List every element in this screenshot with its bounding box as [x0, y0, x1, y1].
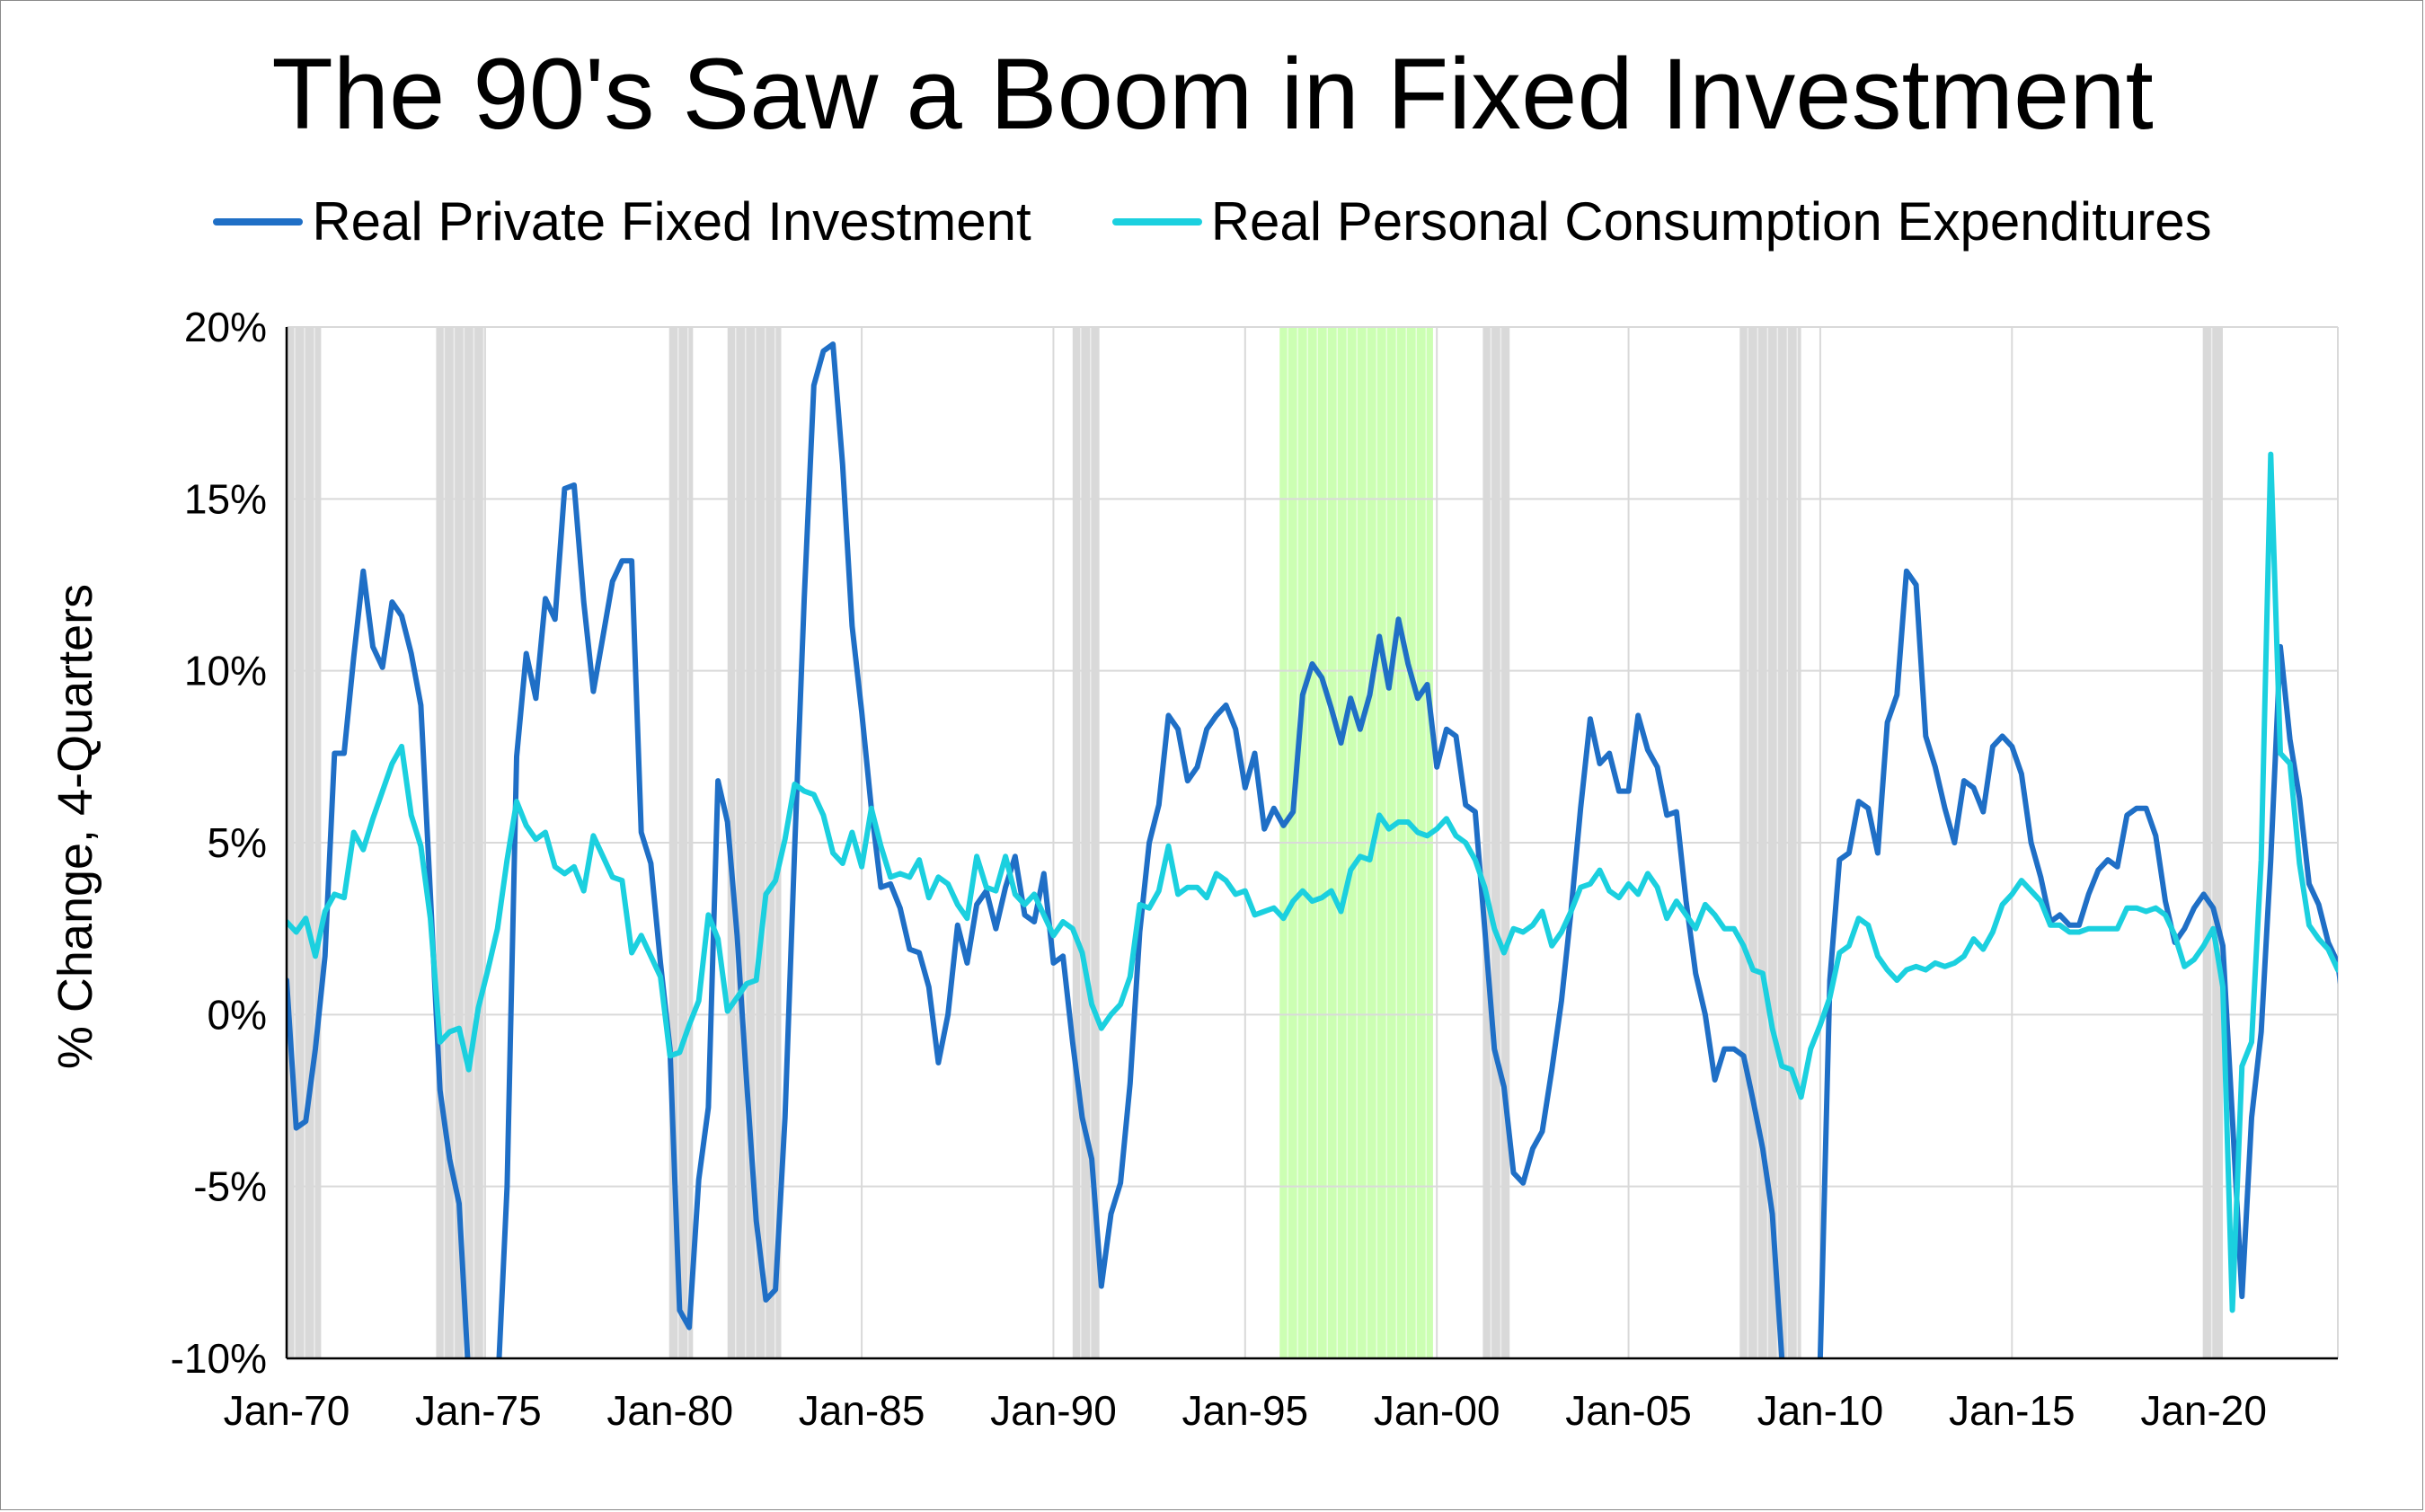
legend-label-consumption: Real Personal Consumption Expenditures — [1210, 191, 2212, 252]
y-tick-label: 15% — [184, 475, 267, 522]
legend-item-consumption: Real Personal Consumption Expenditures — [1111, 190, 2212, 252]
x-tick-label: Jan-00 — [1374, 1387, 1500, 1434]
x-tick-label: Jan-70 — [224, 1387, 350, 1434]
x-tick-label: Jan-10 — [1757, 1387, 1884, 1434]
y-tick-label: 5% — [208, 819, 267, 866]
x-tick-label: Jan-95 — [1182, 1387, 1308, 1434]
y-axis-title: % Change, 4-Quarters — [49, 584, 102, 1069]
legend-item-investment: Real Private Fixed Investment — [213, 190, 1031, 252]
x-tick-label: Jan-80 — [606, 1387, 733, 1434]
series-line-consumption — [287, 451, 2338, 1313]
series-lines — [287, 341, 2338, 1358]
x-tick-label: Jan-90 — [990, 1387, 1117, 1434]
legend-swatch-investment — [213, 217, 304, 225]
y-tick-label: -10% — [171, 1335, 267, 1382]
legend-swatch-consumption — [1111, 217, 1202, 225]
axes — [285, 327, 2338, 1360]
x-tick-label: Jan-05 — [1565, 1387, 1692, 1434]
x-tick-label: Jan-20 — [2140, 1387, 2267, 1434]
chart-title: The 90's Saw a Boom in Fixed Investment — [271, 38, 2154, 150]
y-tick-label: 10% — [184, 648, 267, 694]
chart-legend: Real Private Fixed Investment Real Perso… — [0, 190, 2425, 252]
x-tick-label: Jan-85 — [799, 1387, 925, 1434]
legend-label-investment: Real Private Fixed Investment — [312, 191, 1031, 252]
y-tick-label: -5% — [193, 1163, 267, 1210]
y-tick-label: 0% — [208, 991, 267, 1038]
y-tick-label: 20% — [184, 304, 267, 350]
x-tick-label: Jan-75 — [415, 1387, 542, 1434]
series-line-investment — [287, 341, 2338, 1358]
x-tick-label: Jan-15 — [1949, 1387, 2075, 1434]
tick-labels: -10% -5% 0% 5% 10% 15% 20% Jan-70 Jan-75 Jan-80 Ja… — [171, 304, 2267, 1434]
